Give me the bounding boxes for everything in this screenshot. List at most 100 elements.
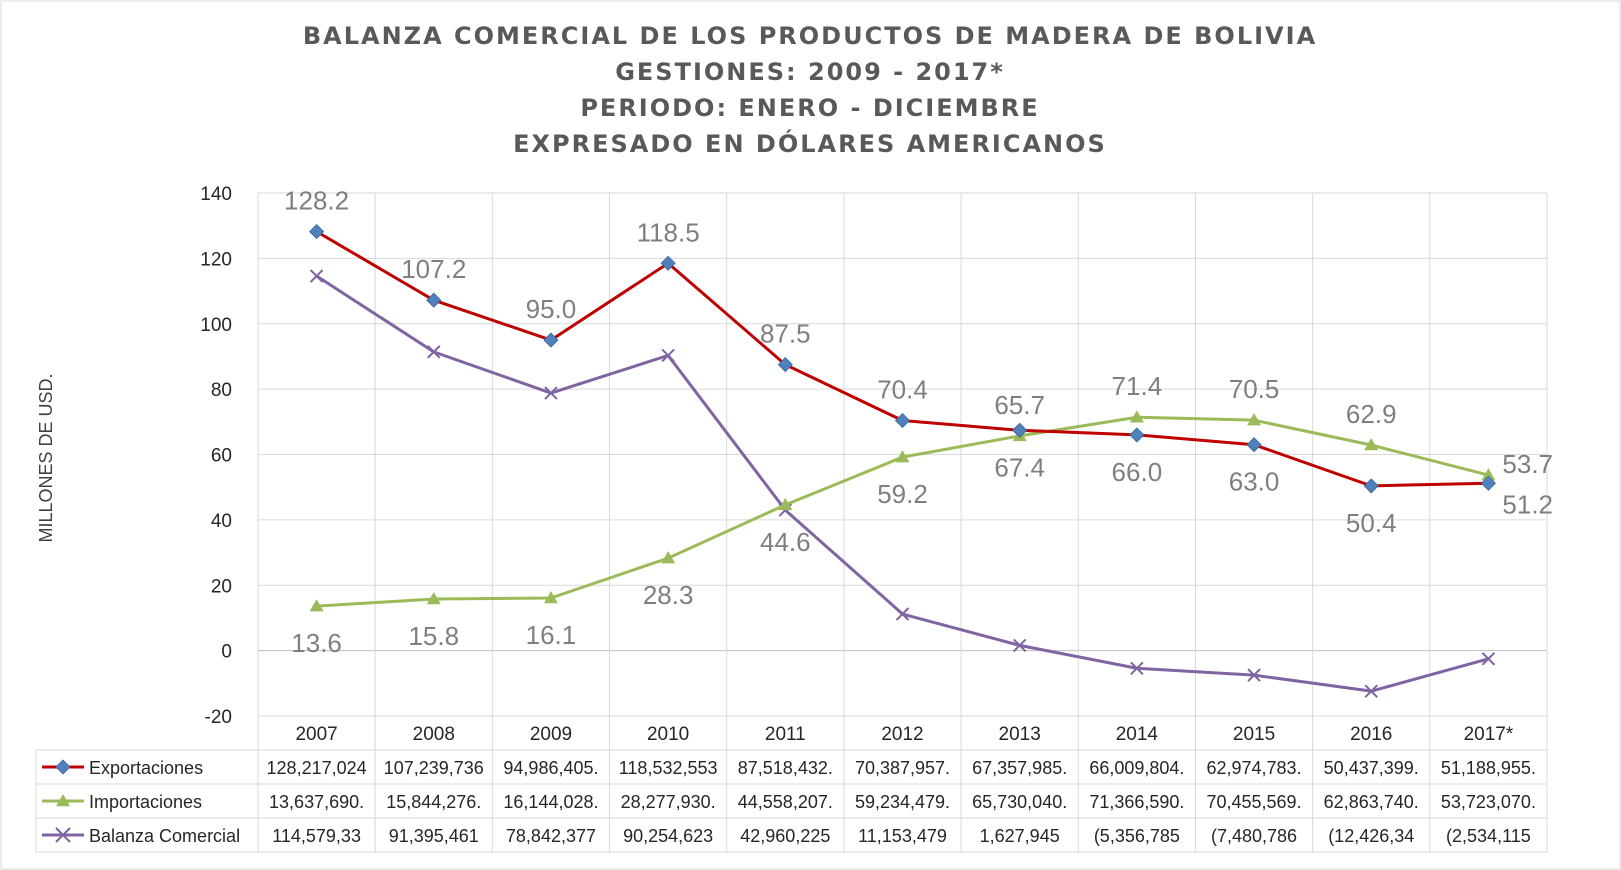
- table-cell: 107,239,736: [384, 758, 484, 778]
- data-label: 70.4: [877, 375, 928, 405]
- x-marker-stroke: [1481, 652, 1496, 666]
- data-label: 65.7: [994, 390, 1045, 420]
- data-point: [1247, 413, 1262, 426]
- data-point: [1364, 438, 1379, 451]
- x-marker-stroke: [427, 345, 441, 359]
- data-label: 16.1: [526, 620, 577, 650]
- data-label: 128.2: [284, 186, 349, 216]
- table-cell: (2,534,115: [1446, 826, 1531, 846]
- data-label: 71.4: [1112, 371, 1163, 401]
- data-label: 95.0: [526, 294, 577, 324]
- data-point: [661, 348, 675, 363]
- table-cell: (12,426,34: [1328, 826, 1414, 846]
- y-tick-label: 120: [200, 249, 232, 270]
- series-lines: [309, 224, 1496, 698]
- x-marker-stroke: [544, 386, 558, 400]
- y-tick-label: 20: [211, 576, 232, 597]
- table-cell: 118,532,553: [619, 758, 718, 778]
- table-cell: 42,960,225: [740, 826, 830, 846]
- x-tick-label: 2008: [413, 724, 455, 745]
- data-labels: 128.2 107.2 95.0 118.5 87.5 70.4 67.4 66.0 63.0 5…: [284, 186, 1553, 659]
- table-cell: 70,387,957.: [855, 758, 950, 778]
- data-label: 66.0: [1112, 457, 1163, 487]
- table-cell: 50,437,399.: [1324, 758, 1419, 778]
- x-tick-label: 2011: [765, 724, 806, 745]
- table-cell: 13,637,690.: [269, 792, 364, 812]
- table-cell: (5,356,785: [1094, 826, 1180, 846]
- table-cell: 94,986,405.: [503, 758, 598, 778]
- table-cell: 53,723,070.: [1441, 792, 1536, 812]
- data-point: [426, 591, 441, 605]
- data-point: [427, 345, 441, 359]
- x-tick-label: 2012: [881, 724, 923, 745]
- y-tick-label: 60: [211, 446, 232, 467]
- chart-title: BALANZA COMERCIAL DE LOS PRODUCTOS DE MA…: [303, 22, 1315, 158]
- data-label: 53.7: [1502, 449, 1553, 479]
- table-cell: 1,627,945: [980, 826, 1060, 846]
- x-marker-stroke: [1130, 661, 1144, 675]
- x-tick-label: 2009: [530, 724, 572, 745]
- data-point: [426, 292, 442, 308]
- x-tick-label: 2014: [1116, 724, 1159, 745]
- table-cell: 71,366,590.: [1089, 792, 1184, 812]
- y-axis-ticks: -20 0 20 40 60 80 100 120 140: [200, 184, 232, 728]
- table-cell: 28,277,930.: [621, 792, 716, 812]
- x-marker-stroke: [661, 348, 675, 363]
- legend-label: Exportaciones: [89, 758, 203, 778]
- data-label: 67.4: [994, 452, 1045, 482]
- table-cell: 59,234,479.: [855, 792, 950, 812]
- data-point: [1480, 475, 1496, 491]
- table-cell: 90,254,623: [623, 826, 713, 846]
- legend-marker: [55, 827, 71, 843]
- data-point: [895, 607, 910, 621]
- table-cell: 67,357,985.: [972, 758, 1067, 778]
- y-tick-label: 140: [200, 184, 232, 205]
- legend-marker: [56, 794, 70, 807]
- data-point: [1481, 652, 1496, 666]
- data-label: 44.6: [760, 527, 811, 557]
- x-marker-stroke: [895, 607, 910, 621]
- data-label: 62.9: [1346, 399, 1397, 429]
- data-label: 70.5: [1229, 374, 1280, 404]
- data-point: [777, 357, 793, 373]
- x-marker-stroke: [1012, 638, 1027, 653]
- table-cell: 16,144,028.: [503, 792, 598, 812]
- table-cell: 62,863,740.: [1324, 792, 1419, 812]
- data-point: [544, 386, 558, 400]
- table-cell: 128,217,024: [267, 758, 367, 778]
- data-point: [309, 599, 324, 612]
- chart-title-line-3: PERIODO: ENERO - DICIEMBRE: [580, 94, 1039, 122]
- table-cell: 65,730,040.: [972, 792, 1067, 812]
- data-point: [1012, 422, 1028, 438]
- x-marker-stroke: [1364, 684, 1378, 698]
- x-tick-label: 2016: [1350, 724, 1392, 745]
- y-tick-label: -20: [205, 707, 232, 728]
- data-label: 107.2: [401, 254, 466, 284]
- x-tick-label: 2015: [1233, 724, 1275, 745]
- y-tick-label: 0: [221, 642, 232, 663]
- data-point: [1129, 410, 1144, 423]
- y-axis-label: MILLONES DE USD.: [36, 373, 56, 542]
- x-tick-label: 2017*: [1464, 724, 1514, 745]
- data-label: 63.0: [1229, 467, 1280, 497]
- x-marker-stroke: [309, 269, 324, 283]
- data-point: [309, 224, 325, 240]
- table-cell: 114,579,33: [272, 826, 361, 846]
- legend-marker: [55, 759, 71, 775]
- x-tick-label: 2013: [999, 724, 1041, 745]
- table-cell: 11,153,479: [858, 826, 947, 846]
- table-cell: 91,395,461: [389, 826, 479, 846]
- data-label: 87.5: [760, 319, 811, 349]
- y-tick-label: 40: [211, 511, 232, 532]
- data-point: [1012, 638, 1027, 653]
- data-label: 51.2: [1502, 489, 1553, 519]
- table-cell: 70,455,569.: [1206, 792, 1301, 812]
- data-point: [309, 269, 324, 283]
- table-cell: 51,188,955.: [1441, 758, 1536, 778]
- data-point: [1130, 661, 1144, 675]
- table-cell: (7,480,786: [1211, 826, 1297, 846]
